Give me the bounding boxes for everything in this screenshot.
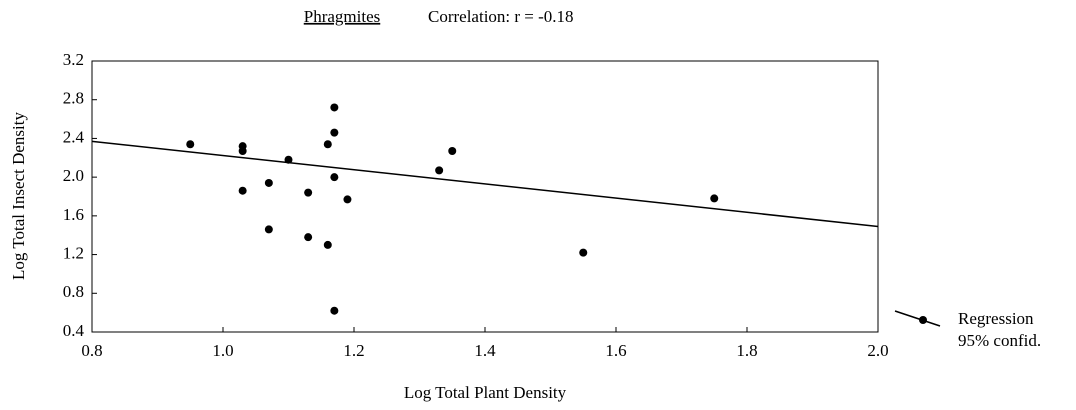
x-tick-label: 1.2 [343,341,364,360]
x-tick-label: 1.4 [474,341,496,360]
scatter-point [264,225,273,234]
x-tick-label: 2.0 [867,341,888,360]
chart-title: Phragmites [304,7,381,26]
plot-frame [91,60,879,333]
legend-dot [919,316,927,324]
scatter-point [330,173,339,182]
y-tick-label: 3.2 [63,50,84,69]
y-tick-label: 0.4 [63,321,85,340]
scatter-point [304,188,313,197]
legend-line [894,310,941,327]
legend-label: Regression [958,309,1034,328]
scatter-point [343,195,352,204]
y-tick-label: 1.6 [63,205,84,224]
y-tick-label: 2.4 [63,127,85,146]
chart-subtitle: Correlation: r = -0.18 [428,7,574,26]
scatter-point [264,178,273,187]
scatter-point [304,233,313,242]
y-tick-label: 2.0 [63,166,84,185]
regression-line [91,140,879,228]
y-tick-label: 2.8 [63,89,84,108]
scatter-point [579,248,588,257]
legend-note: 95% confid. [958,331,1041,350]
x-tick-label: 0.8 [81,341,102,360]
x-tick-label: 1.0 [212,341,233,360]
scatter-point [710,194,719,203]
scatter-point [448,147,457,156]
scatter-point [435,166,444,175]
x-tick-label: 1.6 [605,341,626,360]
x-tick-label: 1.8 [736,341,757,360]
scatter-point [238,147,247,156]
x-axis-label: Log Total Plant Density [404,383,567,402]
y-tick-label: 1.2 [63,243,84,262]
scatter-point [323,240,332,249]
y-tick-label: 0.8 [63,282,84,301]
scatter-point [330,306,339,315]
scatter-point [284,155,293,164]
y-axis-label: Log Total Insect Density [9,112,28,280]
scatter-point [330,128,339,137]
scatter-point [323,140,332,149]
scatter-point [186,140,195,149]
scatter-point [330,103,339,112]
scatter-point [238,186,247,195]
